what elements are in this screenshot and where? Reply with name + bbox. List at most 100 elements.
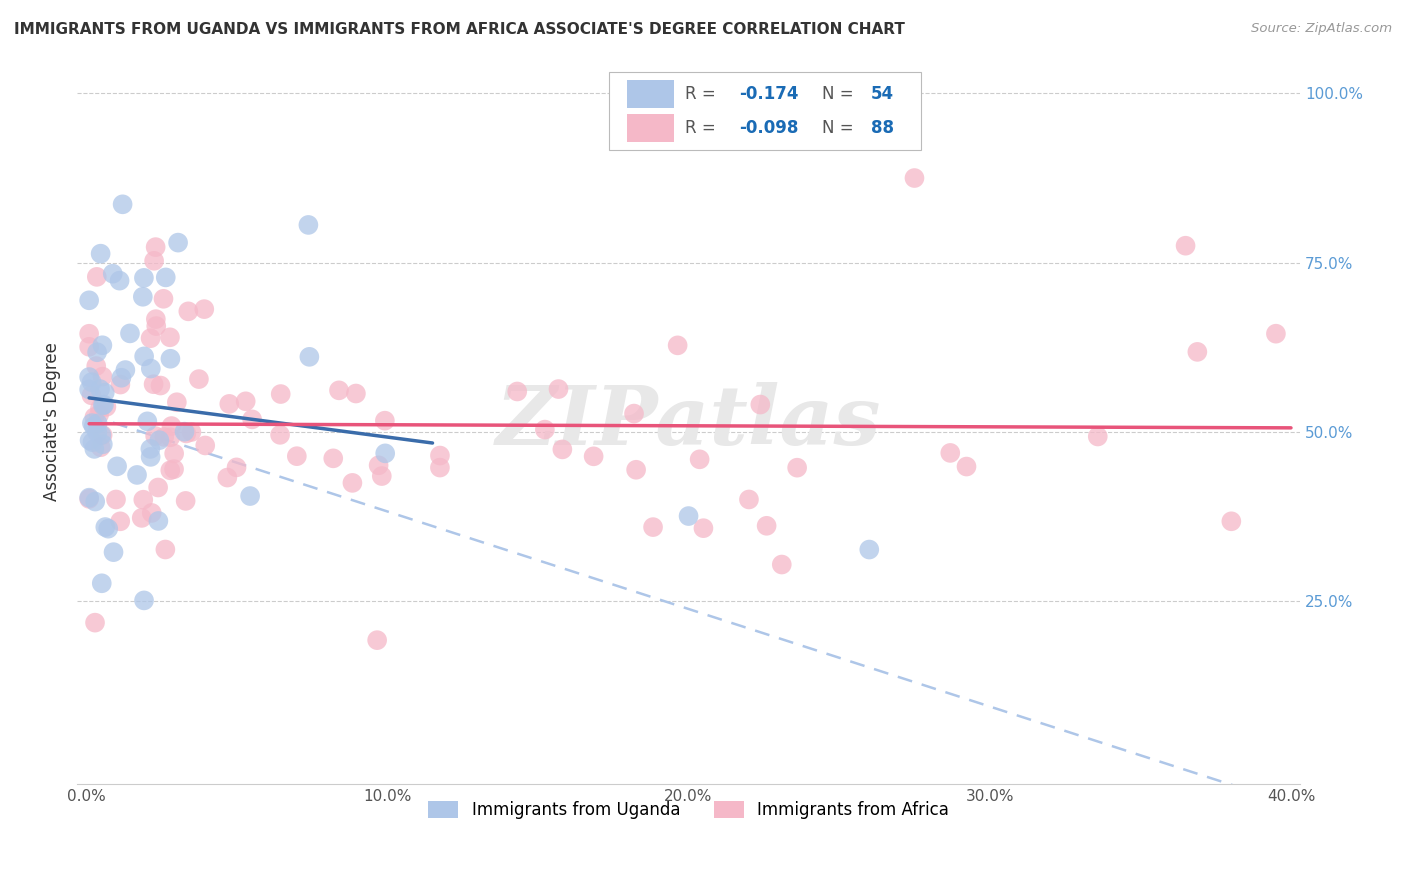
Point	[239, 489, 262, 503]
Point	[159, 463, 181, 477]
Point	[91, 369, 114, 384]
Point	[118, 326, 141, 341]
Text: -0.098: -0.098	[738, 120, 799, 137]
Text: R =: R =	[685, 85, 721, 103]
Point	[624, 463, 647, 477]
Point	[132, 492, 155, 507]
Point	[110, 514, 132, 528]
Point	[858, 542, 880, 557]
Point	[86, 269, 108, 284]
Text: IMMIGRANTS FROM UGANDA VS IMMIGRANTS FROM AFRICA ASSOCIATE'S DEGREE CORRELATION : IMMIGRANTS FROM UGANDA VS IMMIGRANTS FRO…	[14, 22, 905, 37]
Point	[755, 518, 778, 533]
Point	[103, 545, 125, 559]
Point	[90, 246, 112, 260]
Text: 88: 88	[870, 120, 894, 137]
Point	[145, 312, 167, 326]
FancyBboxPatch shape	[609, 72, 921, 150]
Point	[90, 576, 112, 591]
Point	[134, 350, 156, 364]
Text: ZIPatlas: ZIPatlas	[496, 382, 882, 462]
Point	[143, 429, 166, 443]
Point	[125, 467, 148, 482]
Point	[132, 271, 155, 285]
Point	[506, 384, 529, 399]
Point	[132, 593, 155, 607]
Point	[149, 378, 172, 392]
Point	[429, 460, 451, 475]
Y-axis label: Associate's Degree: Associate's Degree	[44, 343, 60, 501]
Point	[111, 197, 134, 211]
Point	[298, 350, 321, 364]
Point	[80, 375, 103, 389]
Point	[1264, 326, 1286, 341]
Point	[344, 386, 367, 401]
Point	[534, 423, 557, 437]
Text: N =: N =	[823, 85, 859, 103]
Point	[1187, 344, 1209, 359]
Point	[1174, 238, 1197, 252]
Point	[939, 446, 962, 460]
Point	[152, 292, 174, 306]
Text: 54: 54	[870, 85, 894, 103]
Point	[87, 408, 110, 422]
Point	[91, 398, 114, 412]
Point	[666, 338, 689, 352]
Point	[145, 240, 167, 254]
Point	[105, 459, 128, 474]
Point	[83, 419, 105, 434]
Point	[217, 470, 239, 484]
Point	[1087, 429, 1109, 443]
Point	[80, 388, 103, 402]
Point	[96, 400, 118, 414]
Point	[148, 433, 170, 447]
Point	[94, 385, 117, 400]
Point	[547, 382, 569, 396]
Point	[86, 425, 108, 440]
Point	[285, 449, 308, 463]
Bar	[627, 114, 673, 142]
Point	[79, 433, 101, 447]
Point	[187, 372, 209, 386]
Point	[86, 417, 108, 431]
Point	[77, 491, 100, 505]
Point	[225, 460, 247, 475]
Point	[148, 514, 170, 528]
Text: -0.174: -0.174	[738, 85, 799, 103]
Point	[91, 428, 114, 442]
Point	[163, 462, 186, 476]
Point	[689, 452, 711, 467]
Point	[692, 521, 714, 535]
Point	[77, 491, 100, 506]
Point	[770, 558, 793, 572]
Point	[93, 398, 115, 412]
Point	[342, 475, 364, 490]
Point	[322, 451, 344, 466]
Point	[110, 370, 132, 384]
Point	[174, 494, 197, 508]
Point	[235, 394, 257, 409]
Point	[90, 440, 112, 454]
Point	[167, 235, 190, 250]
Point	[270, 387, 292, 401]
Point	[139, 442, 162, 456]
Point	[94, 520, 117, 534]
Text: N =: N =	[823, 120, 859, 137]
Point	[139, 450, 162, 464]
Point	[155, 270, 177, 285]
Point	[84, 359, 107, 373]
Point	[551, 442, 574, 457]
Point	[269, 427, 291, 442]
Bar	[627, 80, 673, 108]
Point	[83, 442, 105, 456]
Point	[132, 290, 155, 304]
Point	[139, 361, 162, 376]
Point	[163, 446, 186, 460]
Point	[429, 449, 451, 463]
Point	[77, 370, 100, 384]
Point	[641, 520, 664, 534]
Point	[89, 382, 111, 396]
Point	[159, 351, 181, 366]
Point	[166, 395, 188, 409]
Point	[77, 340, 100, 354]
Point	[194, 438, 217, 452]
